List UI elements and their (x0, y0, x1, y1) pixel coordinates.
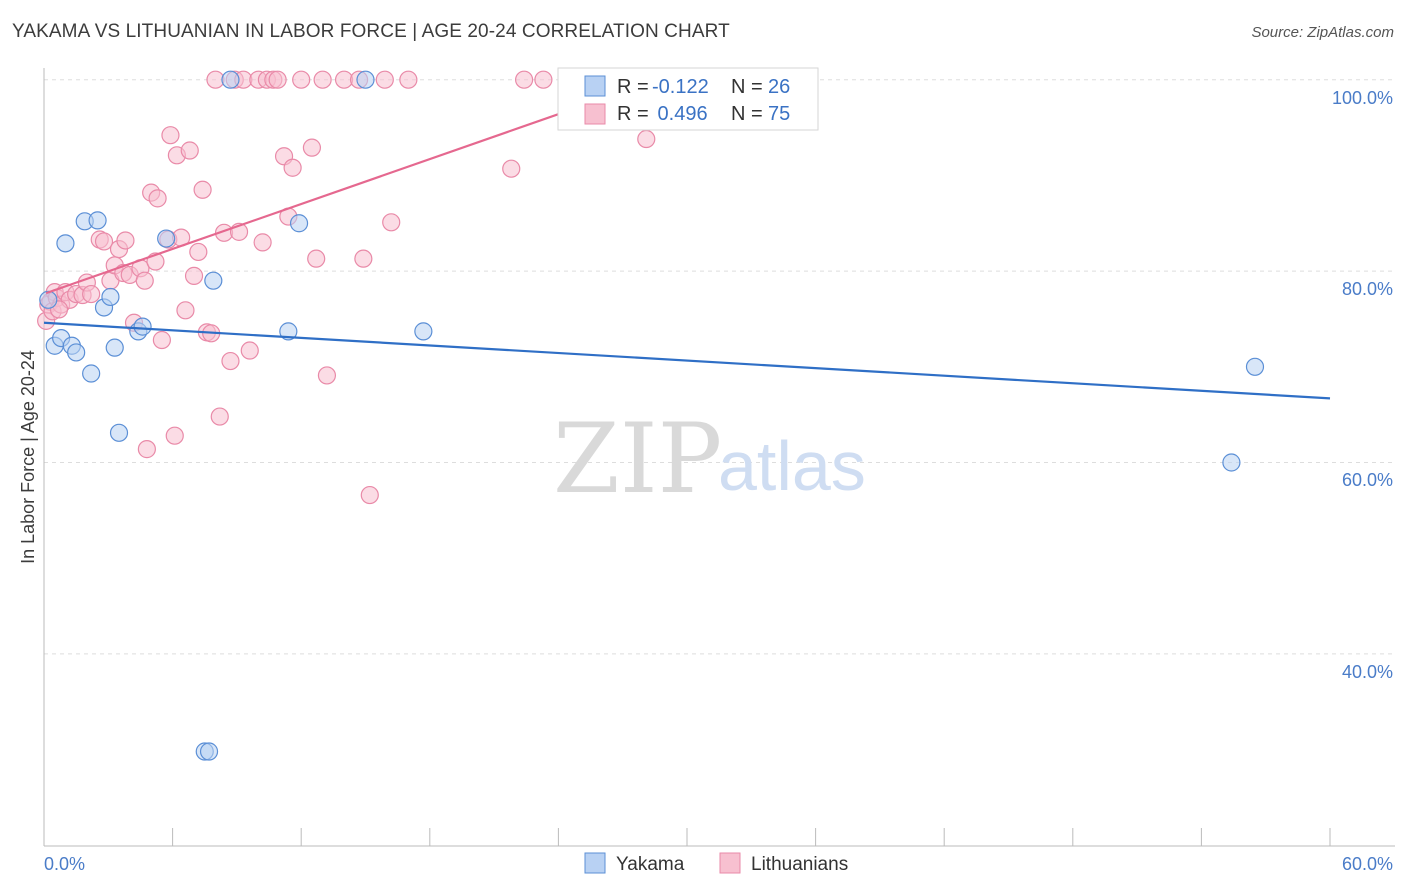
legend-n-value-yakama: 26 (768, 76, 790, 98)
yakama-point (289, 214, 309, 233)
legend-swatch-lithuanians (584, 103, 606, 125)
lithuanians-point (354, 249, 373, 268)
watermark-atlas: atlas (718, 427, 866, 505)
lithuanians-point (184, 266, 204, 285)
yakama-point (109, 423, 129, 442)
lithuanians-point (193, 180, 212, 199)
lithuanians-point (302, 138, 322, 157)
lithuanians-point (515, 70, 534, 89)
lithuanians-point (268, 70, 287, 89)
legend-r-label-lithuanians: R = (617, 103, 649, 125)
lithuanians-point (189, 242, 208, 262)
lithuanians-point (360, 485, 379, 505)
y-tick-label-60: 60.0% (1342, 470, 1393, 490)
yakama-point (101, 287, 120, 307)
yakama-point (56, 234, 75, 253)
lithuanians-point (116, 231, 135, 250)
x-tick-marks (43, 828, 1331, 846)
yakama-point (133, 317, 152, 336)
lithuanians-point (307, 249, 326, 268)
watermark: ZIP atlas (553, 403, 866, 515)
legend-n-label-lithuanians: N = (731, 103, 763, 125)
bottom-legend-label-yakama: Yakama (616, 854, 685, 875)
x-tick-label-0: 0.0% (44, 854, 85, 874)
lithuanians-trend-line (45, 78, 658, 295)
gridlines (44, 79, 1395, 655)
lithuanians-point (221, 351, 240, 371)
bottom-legend: Yakama Lithuanians (584, 852, 848, 875)
bottom-legend-swatch-lithuanians (719, 852, 741, 874)
lithuanians-point (317, 366, 337, 385)
lithuanians-point (240, 341, 259, 360)
legend-r-value-lithuanians: 0.496 (652, 103, 708, 125)
yakama-point (105, 338, 124, 357)
lithuanians-point (148, 189, 167, 208)
stats-legend: R = -0.122 N = 26 R = 0.496 N = 75 (557, 67, 819, 131)
lithuanians-point (283, 158, 302, 177)
yakama-point (279, 322, 298, 341)
lithuanians-point (161, 126, 180, 145)
lithuanians-point (399, 70, 418, 89)
yakama-point (199, 742, 219, 761)
axes (43, 68, 1395, 847)
lithuanians-point (375, 70, 394, 89)
yakama-point (1245, 357, 1265, 376)
lithuanians-point (637, 129, 656, 149)
lithuanians-point (534, 70, 553, 89)
y-tick-label-80: 80.0% (1342, 279, 1393, 299)
yakama-point (157, 229, 176, 248)
legend-n-value-lithuanians: 75 (768, 103, 790, 125)
legend-r-label-yakama: R = (617, 76, 649, 98)
yakama-point (414, 322, 433, 341)
lithuanians-point (502, 159, 521, 178)
bottom-legend-swatch-yakama (584, 852, 606, 874)
yakama-point (221, 70, 240, 89)
lithuanians-point (165, 426, 184, 445)
chart-title: YAKAMA VS LITHUANIAN IN LABOR FORCE | AG… (12, 21, 730, 42)
lithuanians-point (152, 330, 171, 350)
legend-swatch-yakama (584, 75, 606, 97)
lithuanians-point (94, 232, 114, 251)
yakama-point (39, 290, 58, 309)
lithuanians-point (135, 271, 154, 290)
x-tick-label-60: 60.0% (1342, 854, 1393, 874)
yakama-point (82, 364, 101, 383)
yakama-point (88, 211, 107, 230)
lithuanians-point (176, 301, 195, 320)
lithuanians-point (210, 407, 229, 426)
y-tick-label-100: 100.0% (1332, 88, 1393, 108)
legend-r-value-yakama: -0.122 (652, 76, 709, 98)
y-tick-label-40: 40.0% (1342, 662, 1393, 682)
yakama-point (67, 343, 86, 362)
lithuanians-point (382, 213, 401, 232)
yakama-point (356, 70, 375, 89)
yakama-point (204, 271, 223, 290)
lithuanians-point (137, 440, 156, 459)
lithuanians-point (253, 233, 272, 252)
bottom-legend-label-lithuanians: Lithuanians (751, 854, 848, 875)
watermark-zip: ZIP (553, 403, 722, 515)
y-axis-label: In Labor Force | Age 20-24 (18, 350, 38, 564)
lithuanians-point (313, 70, 332, 89)
yakama-point (1222, 453, 1241, 472)
lithuanians-point (82, 284, 101, 304)
lithuanians-point (292, 70, 311, 89)
yakama-points (39, 70, 1265, 761)
y-tick-labels: 100.0% 80.0% 60.0% 40.0% (1332, 88, 1393, 682)
source-label: Source: ZipAtlas.com (1251, 24, 1394, 41)
legend-n-label-yakama: N = (731, 76, 763, 98)
yakama-trend-line (43, 321, 1331, 400)
lithuanians-point (180, 141, 199, 160)
